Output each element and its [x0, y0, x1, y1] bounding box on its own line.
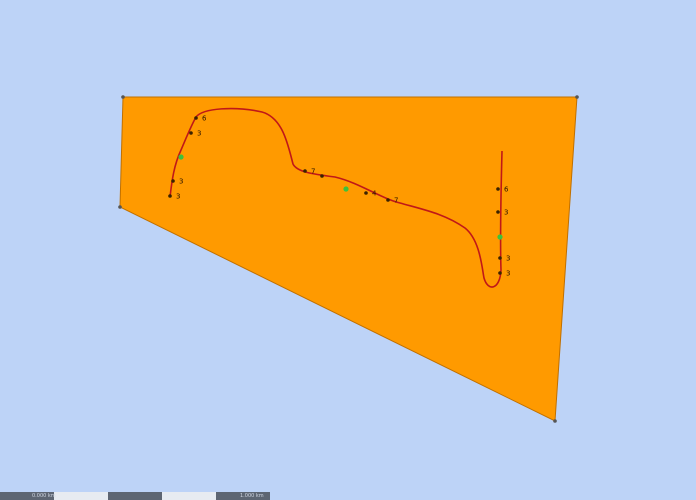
- route-node[interactable]: [496, 187, 500, 191]
- scale-segment: [0, 492, 54, 500]
- polygon-vertex[interactable]: [553, 419, 557, 423]
- route-node[interactable]: [496, 210, 500, 214]
- route-node-label: 7: [394, 197, 398, 205]
- scale-segment: [162, 492, 216, 500]
- route-node-label: 6: [504, 186, 509, 194]
- route-node-label: 3: [176, 193, 180, 201]
- polygon-vertex[interactable]: [121, 95, 125, 99]
- route-node[interactable]: [178, 154, 184, 160]
- route-node[interactable]: [386, 198, 390, 202]
- polygon-vertex[interactable]: [575, 95, 579, 99]
- route-node[interactable]: [189, 131, 193, 135]
- route-node-label: 4: [372, 190, 377, 198]
- scale-segment: [108, 492, 162, 500]
- route-node[interactable]: [320, 174, 324, 178]
- route-node-label: 3: [197, 130, 201, 138]
- route-node-label: 3: [504, 209, 508, 217]
- route-node-label: 3: [179, 178, 183, 186]
- scale-bar: 0.000 km 1.000 km: [0, 492, 270, 500]
- scale-segment: [54, 492, 108, 500]
- route-node-label: 6: [202, 115, 207, 123]
- route-node[interactable]: [498, 256, 502, 260]
- route-node-label: 3: [506, 270, 510, 278]
- route-node[interactable]: [194, 116, 198, 120]
- scale-left-label: 0.000 km: [32, 493, 56, 499]
- route-node-label: 3: [506, 255, 510, 263]
- route-node[interactable]: [343, 186, 349, 192]
- route-node[interactable]: [497, 234, 503, 240]
- route-node[interactable]: [303, 169, 307, 173]
- route-node[interactable]: [498, 271, 502, 275]
- scale-right-label: 1.000 km: [240, 493, 264, 499]
- route-node[interactable]: [364, 191, 368, 195]
- route-line[interactable]: [169, 107, 503, 288]
- route-node[interactable]: [171, 179, 175, 183]
- scale-segment: [216, 492, 270, 500]
- polygon-vertex[interactable]: [118, 205, 122, 209]
- route-node-label: 7: [311, 168, 315, 176]
- route-node[interactable]: [168, 194, 172, 198]
